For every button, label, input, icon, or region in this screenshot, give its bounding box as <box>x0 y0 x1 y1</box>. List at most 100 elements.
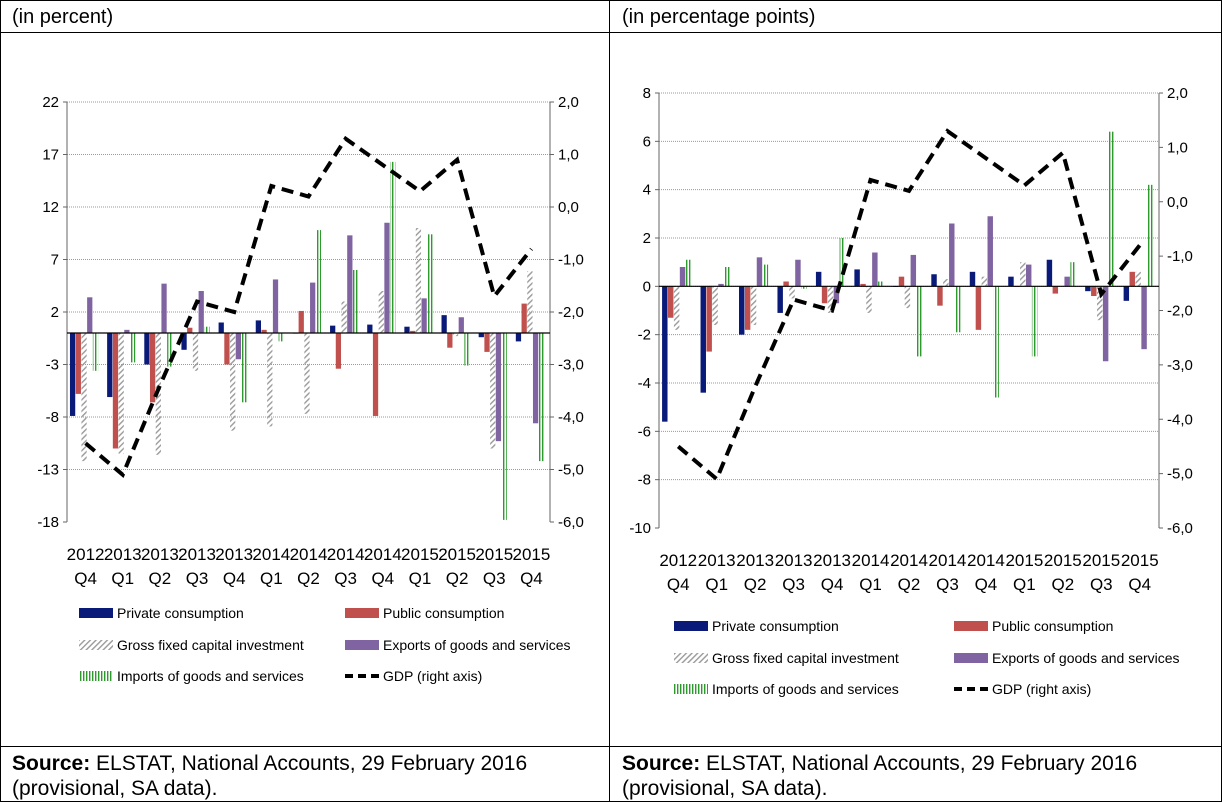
y-tick-label: 2 <box>643 230 651 247</box>
y-tick-label: 0 <box>643 278 651 295</box>
bar-gfcf <box>789 286 795 299</box>
bar-gfcf <box>1096 286 1103 321</box>
gdp-line <box>84 135 533 479</box>
y2-tick-label: -6,0 <box>558 514 584 531</box>
bar-exports <box>198 291 204 333</box>
bar-exports <box>458 317 464 333</box>
y-tick-label: 22 <box>42 94 59 111</box>
legend-label-gdp: GDP (right axis) <box>992 681 1091 697</box>
bar-private <box>777 286 783 313</box>
x-tick-year: 2015 <box>1082 551 1120 570</box>
bar-private <box>931 274 937 287</box>
bar-private <box>404 326 410 333</box>
bar-public <box>821 286 828 304</box>
bar-imports <box>1031 286 1038 357</box>
x-tick-year: 2012 <box>67 545 105 564</box>
bar-public <box>1129 271 1135 287</box>
left-chart: 22 17 12 7 2 -3 -8 -13 -18 2,0 1,0 0,0 -1,0 -2,0 -3,0 -… <box>37 94 584 684</box>
header-rule <box>0 32 1222 33</box>
bar-private <box>700 286 706 393</box>
bar-gfcf <box>415 228 422 333</box>
bar-private <box>1008 276 1014 287</box>
bar-exports <box>795 259 801 287</box>
legend-label-imports: Imports of goods and services <box>712 681 899 697</box>
bar-exports <box>910 254 917 287</box>
legend-label-private: Private consumption <box>117 605 244 621</box>
x-tick-quarter: Q1 <box>1013 575 1036 594</box>
bar-imports <box>801 286 807 289</box>
right-chart: 8 6 4 2 0 -2 -4 -6 -8 -10 2,0 1,0 0,0 -1,0 -2,0 -3,0 -4,… <box>629 85 1193 697</box>
x-tick-year: 2015 <box>1121 551 1159 570</box>
bar-private <box>181 333 187 350</box>
legend-swatch-private <box>674 621 708 631</box>
bar-exports <box>833 286 840 304</box>
legend-label-exports: Exports of goods and services <box>383 637 571 653</box>
legend-label-gfcf: Gross fixed capital investment <box>712 650 899 666</box>
bar-private <box>255 320 262 333</box>
bar-private <box>515 333 522 342</box>
bar-public <box>937 286 943 306</box>
x-tick-quarter: Q3 <box>1090 575 1113 594</box>
bar-private <box>478 333 484 338</box>
bar-gfcf <box>904 286 911 309</box>
bar-public <box>783 281 789 287</box>
bar-exports <box>987 216 993 287</box>
legend-swatch-gfcf <box>79 640 113 650</box>
bar-public <box>975 286 982 330</box>
legend-swatch-gfcf <box>674 653 708 663</box>
x-tick-quarter: Q4 <box>520 569 543 588</box>
y-tick-label: 17 <box>42 147 59 164</box>
legend-label-exports: Exports of goods and services <box>992 650 1180 666</box>
legend-swatch-imports <box>674 684 708 694</box>
y2-tick-label: -2,0 <box>558 304 584 321</box>
bar-imports <box>685 259 692 287</box>
left-panel-unit: (in percent) <box>12 6 114 28</box>
bar-public <box>335 333 342 369</box>
y-tick-label: -18 <box>37 514 59 531</box>
x-tick-year: 2015 <box>438 545 476 564</box>
bar-exports <box>1064 276 1070 287</box>
bar-public <box>667 286 674 318</box>
bar-exports <box>532 333 539 424</box>
bar-imports <box>878 281 884 287</box>
x-tick-year: 2013 <box>736 551 774 570</box>
bar-public <box>1052 286 1059 294</box>
y2-tick-label: 0,0 <box>558 199 579 216</box>
bar-exports <box>679 267 686 287</box>
y-tick-label: -3 <box>46 357 59 374</box>
y-tick-label: -4 <box>638 375 651 392</box>
bar-imports <box>1070 262 1076 287</box>
bar-gfcf <box>192 333 199 371</box>
legend-label-gdp: GDP (right axis) <box>383 668 482 684</box>
legend-swatch-public <box>954 621 988 631</box>
x-tick-year: 2014 <box>890 551 928 570</box>
y2-tick-label: 2,0 <box>1167 85 1188 102</box>
bar-exports <box>949 223 955 287</box>
y2-tick-label: -2,0 <box>1167 303 1193 320</box>
bar-public <box>447 333 453 348</box>
right-source: Source: ELSTAT, National Accounts, 29 Fe… <box>622 751 1212 801</box>
x-tick-year: 2013 <box>215 545 253 564</box>
bar-exports <box>161 283 167 333</box>
legend-swatch-exports <box>954 653 988 663</box>
bar-imports <box>390 161 396 333</box>
bar-imports <box>464 333 470 366</box>
x-tick-quarter: Q3 <box>936 575 959 594</box>
bar-gfcf <box>1020 262 1026 287</box>
bar-imports <box>352 270 359 333</box>
bar-private <box>1123 286 1130 301</box>
y-tick-label: -10 <box>629 520 651 537</box>
legend-label-public: Public consumption <box>992 618 1113 634</box>
y-tick-label: 7 <box>51 252 59 269</box>
bar-private <box>815 271 822 287</box>
y2-tick-label: 2,0 <box>558 94 579 111</box>
bar-gfcf <box>304 333 310 414</box>
bar-gfcf <box>341 301 347 333</box>
footer-rule <box>0 746 1222 747</box>
bar-public <box>224 333 230 365</box>
bar-gfcf <box>943 279 949 287</box>
y2-tick-label: -4,0 <box>558 409 584 426</box>
bar-private <box>969 271 976 287</box>
x-tick-quarter: Q2 <box>744 575 767 594</box>
bar-exports <box>1102 286 1109 362</box>
